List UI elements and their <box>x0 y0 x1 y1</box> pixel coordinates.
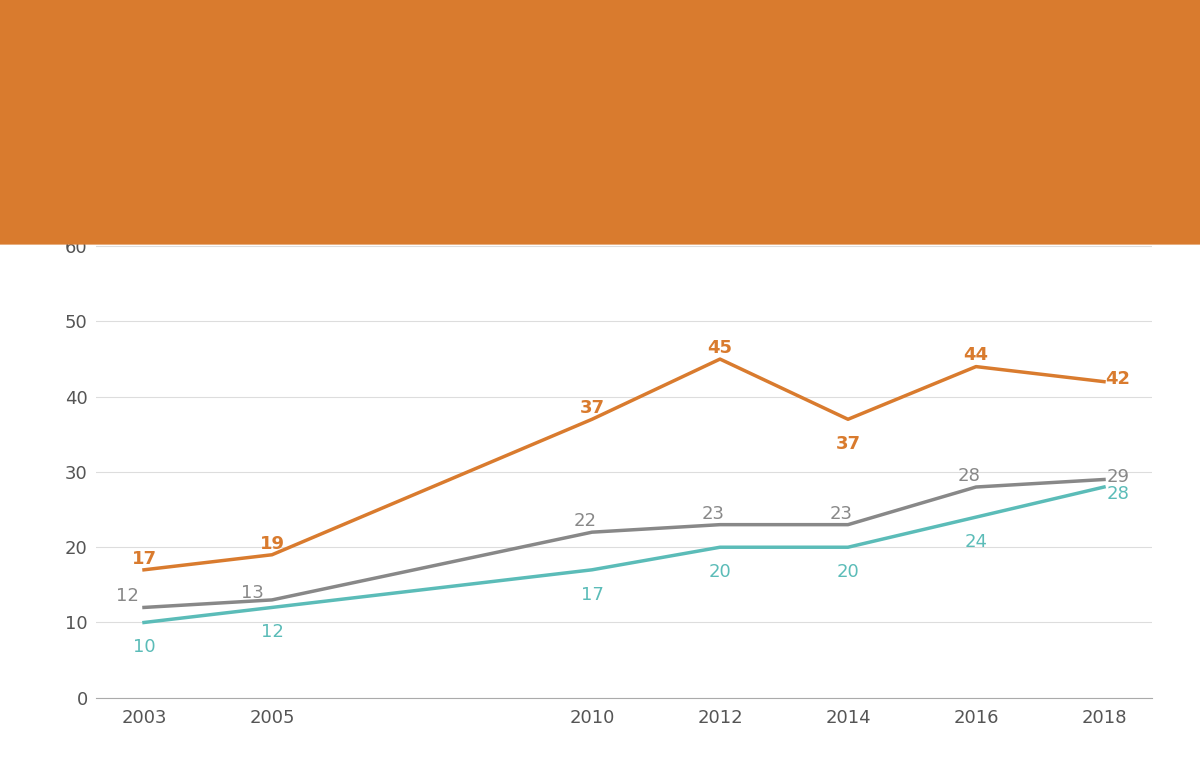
Text: 17: 17 <box>581 586 604 604</box>
Text: 28: 28 <box>1106 485 1129 503</box>
Text: 28: 28 <box>958 467 980 485</box>
Text: 12: 12 <box>116 587 139 605</box>
Text: 23: 23 <box>702 505 725 523</box>
Text: 22: 22 <box>574 512 596 530</box>
Text: 44: 44 <box>964 347 989 365</box>
Text: 19: 19 <box>259 535 284 553</box>
Text: 45: 45 <box>708 339 732 357</box>
Text: 37: 37 <box>835 435 860 453</box>
Text: 20: 20 <box>836 563 859 581</box>
Text: 12: 12 <box>260 623 283 641</box>
Text: 13: 13 <box>241 584 264 602</box>
Text: 37: 37 <box>580 399 605 417</box>
Text: 42: 42 <box>1105 370 1130 388</box>
Text: Percent of adults ages 19–64 insured all year who were underinsured: Percent of adults ages 19–64 insured all… <box>72 51 698 69</box>
Text: 23: 23 <box>829 505 852 523</box>
Text: 10: 10 <box>133 638 155 656</box>
Text: 29: 29 <box>1106 468 1129 486</box>
Text: 17: 17 <box>132 550 156 568</box>
Text: 24: 24 <box>965 533 988 551</box>
Text: 20: 20 <box>709 563 731 581</box>
Legend: Total, Employer-provided coverage, Individual coverage^: Total, Employer-provided coverage, Indiv… <box>185 66 894 99</box>
